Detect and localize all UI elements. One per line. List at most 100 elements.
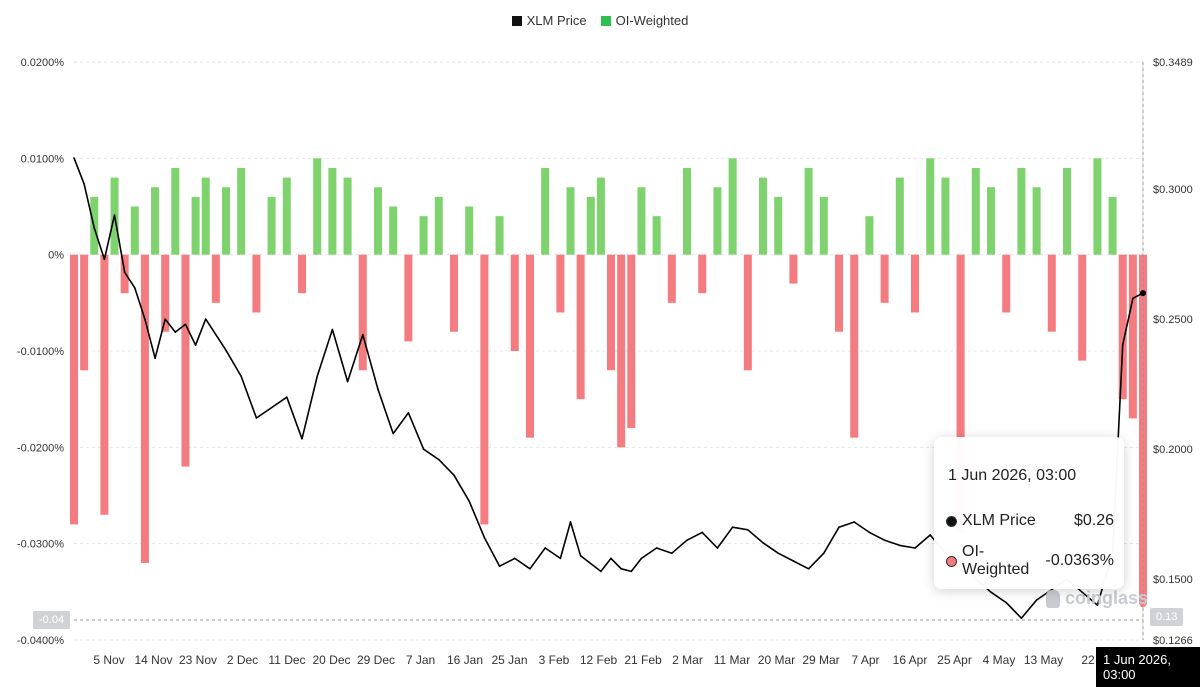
chart-tooltip: 1 Jun 2026, 03:00 XLM Price $0.26 OI-Wei…	[934, 437, 1124, 589]
tooltip-row-price: XLM Price $0.26	[946, 512, 1114, 530]
x-tick-label: 7 Apr	[851, 653, 879, 667]
oi-bar-positive	[419, 216, 428, 255]
oi-bar-negative	[404, 254, 413, 342]
oi-bar-positive	[282, 177, 291, 255]
oi-bar-positive	[343, 177, 352, 255]
oi-bar-negative	[80, 254, 89, 371]
price-point	[686, 539, 688, 541]
price-point	[346, 380, 349, 383]
price-point	[792, 560, 795, 562]
price-point	[113, 214, 116, 216]
price-point	[331, 328, 334, 331]
oi-bar-negative	[667, 254, 676, 303]
right-tick-label: $0.1500	[1153, 574, 1193, 586]
crosshair-left-badge: -0.04	[33, 611, 71, 629]
oi-bar-positive	[971, 167, 980, 255]
oi-bar-positive	[759, 177, 768, 255]
x-tick-label: 20 Dec	[312, 653, 350, 667]
oi-bar-negative	[1118, 254, 1127, 400]
oi-bar-positive	[313, 158, 322, 255]
price-point	[164, 318, 166, 320]
oi-bar-negative	[69, 254, 79, 525]
left-tick-label: 0.0200%	[21, 57, 65, 69]
oi-bar-negative	[835, 254, 844, 332]
x-tick-label: 11 Dec	[268, 653, 305, 667]
price-point	[899, 544, 901, 547]
price-point	[407, 411, 410, 414]
price-point	[914, 547, 916, 549]
left-tick-label: 0%	[48, 250, 64, 262]
right-tick-label: $0.2500	[1153, 314, 1193, 326]
legend-swatch-oi	[600, 15, 611, 26]
oi-bar-negative	[1128, 254, 1137, 419]
price-point	[529, 567, 531, 570]
price-point	[225, 349, 227, 352]
oi-bar-negative	[911, 254, 920, 313]
price-point	[437, 458, 440, 461]
oi-bar-negative	[627, 254, 636, 429]
price-point	[361, 333, 364, 336]
oi-bar-positive	[713, 187, 722, 255]
crosshair-oi-marker	[1140, 601, 1146, 608]
oi-bar-positive	[941, 177, 950, 255]
oi-bar-negative	[880, 254, 889, 303]
price-point	[823, 552, 825, 554]
price-point	[255, 417, 258, 419]
oi-bar-negative	[161, 254, 170, 332]
x-tick-label: 2 Mar	[672, 653, 703, 667]
price-point	[1020, 617, 1023, 619]
oi-bar-negative	[297, 254, 306, 294]
oi-bar-positive	[389, 206, 398, 255]
price-point	[453, 474, 455, 476]
price-point	[589, 562, 592, 565]
tooltip-value-oi: -0.0363%	[1045, 552, 1115, 569]
price-point	[133, 287, 136, 289]
oi-bar-positive	[895, 177, 904, 255]
price-point	[671, 552, 673, 554]
oi-bar-negative	[480, 254, 489, 525]
price-point	[194, 344, 197, 346]
oi-bar-negative	[449, 254, 458, 332]
oi-bar-positive	[566, 187, 575, 255]
price-point	[215, 333, 217, 336]
price-point	[747, 528, 749, 531]
oi-bar-positive	[1062, 167, 1072, 255]
oi-bar-positive	[201, 177, 210, 255]
price-point	[1081, 591, 1084, 593]
right-tick-label: $0.2000	[1153, 444, 1193, 456]
oi-bar-negative	[140, 254, 149, 563]
oi-bar-positive	[465, 206, 474, 255]
x-tick-label: 25 Jan	[491, 653, 527, 667]
price-point	[144, 318, 146, 320]
x-tick-label: 4 May	[983, 653, 1016, 667]
x-tick-label: 16 Jan	[447, 653, 483, 667]
oi-bar-negative	[850, 254, 859, 438]
oi-bar-negative	[556, 254, 565, 313]
legend-item-oi[interactable]: OI-Weighted	[600, 13, 688, 28]
x-tick-label: 29 Dec	[357, 653, 395, 667]
price-point	[73, 157, 75, 159]
coinglass-logo-icon	[1046, 589, 1060, 608]
x-tick-label: 23 Nov	[179, 653, 217, 667]
oi-bar-positive	[151, 187, 160, 255]
price-point	[93, 227, 96, 229]
price-point	[838, 526, 840, 528]
legend-swatch-price	[511, 15, 522, 26]
right-tick-label: $0.3000	[1153, 184, 1193, 196]
oi-bar-negative	[358, 254, 367, 371]
legend-item-price[interactable]: XLM Price	[511, 13, 587, 28]
oi-bar-negative	[607, 254, 616, 371]
crosshair-date-badge: 1 Jun 2026, 03:00	[1096, 647, 1200, 687]
price-point	[1005, 601, 1008, 604]
oi-bar-positive	[221, 187, 230, 255]
x-tick-label: 25 Apr	[937, 653, 972, 667]
price-point	[990, 591, 992, 593]
oi-bar-positive	[683, 167, 692, 255]
price-point	[285, 396, 288, 398]
oi-bar-positive	[596, 177, 605, 255]
x-tick-label: 7 Jan	[406, 653, 435, 667]
oi-bar-positive	[926, 158, 935, 255]
oi-bar-positive	[728, 158, 737, 255]
